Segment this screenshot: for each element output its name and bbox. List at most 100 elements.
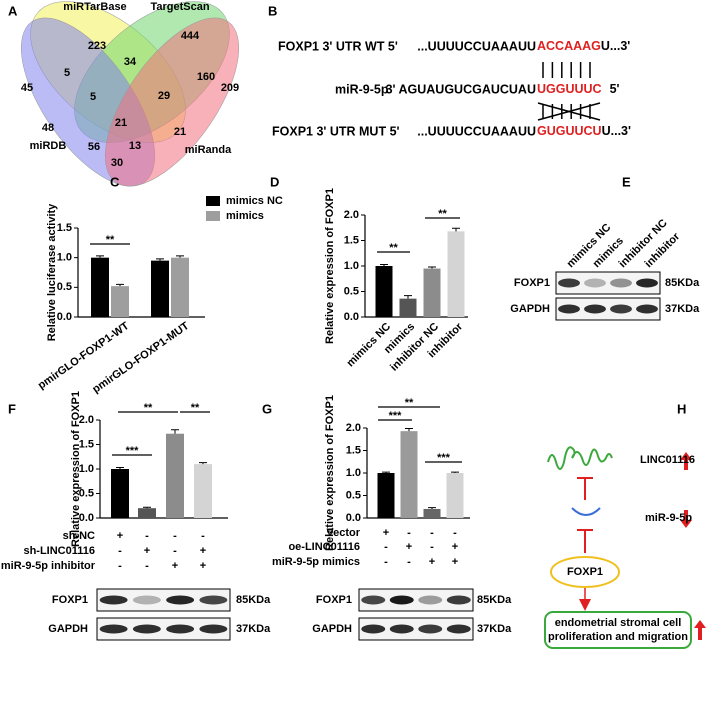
- venn-count: 5: [90, 91, 96, 103]
- significance-label: ***: [437, 452, 451, 464]
- venn-count: 45: [21, 82, 33, 94]
- y-tick-label: 0.5: [346, 489, 361, 501]
- bar: [138, 508, 156, 518]
- sequence-site: ACCAAAGU...3': [537, 39, 630, 53]
- blot-band: [446, 595, 471, 605]
- blot-frame: [96, 617, 231, 641]
- error-bar: [176, 255, 184, 258]
- significance-label: ***: [126, 445, 140, 457]
- y-tick-label: 1.5: [346, 444, 361, 456]
- blot-band: [166, 595, 195, 605]
- venn-count: 5: [64, 67, 70, 79]
- blot-band: [132, 595, 161, 605]
- condition-mark: +: [200, 545, 206, 557]
- y-tick-label: 0.5: [79, 487, 94, 499]
- condition-mark: -: [118, 560, 122, 572]
- blot-band: [361, 595, 386, 605]
- sequence-name: FOXP1 3' UTR MUT 5': [272, 124, 400, 138]
- y-tick-label: 0.0: [57, 311, 72, 323]
- venn-count: 223: [88, 40, 106, 52]
- blot-band: [584, 278, 606, 288]
- venn-count: 34: [124, 56, 137, 68]
- panel-label: C: [110, 174, 120, 189]
- down-arrow: [680, 510, 692, 528]
- blot-band: [166, 624, 195, 634]
- blot-frame: [358, 617, 474, 641]
- condition-mark: -: [453, 527, 457, 539]
- bar: [377, 473, 395, 518]
- y-tick-label: 0.5: [344, 285, 359, 297]
- venn-count: 13: [129, 140, 141, 152]
- bar: [423, 268, 441, 317]
- condition-mark: -: [384, 556, 388, 568]
- blot-band: [199, 624, 228, 634]
- error-bar: [428, 507, 436, 509]
- condition-mark: -: [430, 541, 434, 553]
- condition-mark: +: [200, 560, 206, 572]
- bar: [423, 509, 441, 518]
- y-tick-label: 1.0: [346, 467, 361, 479]
- condition-label: sh-LINC01116: [23, 545, 95, 557]
- x-tick-label: pmirGLO-FOXP1-MUT: [90, 320, 191, 396]
- blot-band: [199, 595, 228, 605]
- y-axis-label: Relative expression of FOXP1: [324, 395, 336, 551]
- error-bar: [116, 467, 124, 469]
- significance-label: **: [106, 234, 115, 246]
- blot-size-label: 85KDa: [477, 594, 512, 606]
- mirna-icon: [571, 507, 601, 516]
- condition-mark: +: [452, 556, 458, 568]
- significance-label: **: [389, 242, 398, 254]
- error-bar: [451, 471, 459, 473]
- blot-row-label: GAPDH: [312, 623, 352, 635]
- node-ellipse: [550, 556, 620, 588]
- significance-label: **: [191, 402, 200, 414]
- error-bar: [96, 255, 104, 258]
- y-tick-label: 1.5: [344, 234, 359, 246]
- blot-band: [610, 278, 632, 288]
- condition-mark: -: [173, 545, 177, 557]
- node-label: miR-9-5p: [645, 512, 692, 524]
- condition-mark: +: [144, 545, 150, 557]
- venn-label: TargetScan: [150, 1, 209, 13]
- sequence-left: ...UUUUCCUAAAUU: [417, 39, 536, 53]
- condition-mark: +: [172, 560, 178, 572]
- legend-swatch: [206, 196, 220, 206]
- error-bar: [382, 471, 390, 473]
- y-tick-label: 2.0: [346, 422, 361, 434]
- y-tick-label: 0.0: [344, 311, 359, 323]
- up-arrow: [680, 452, 692, 470]
- sequence-site: GUGUUCUU...3': [537, 124, 631, 138]
- condition-mark: +: [406, 541, 412, 553]
- panel-label: F: [8, 401, 16, 416]
- legend-label: mimics NC: [226, 195, 283, 207]
- blot-band: [132, 624, 161, 634]
- condition-label: oe-LINC01116: [288, 541, 360, 553]
- sequence-site: UGGUUUC 5': [537, 82, 620, 96]
- condition-mark: -: [430, 527, 434, 539]
- blot-band: [636, 278, 658, 288]
- venn-count: 21: [174, 126, 186, 138]
- condition-mark: -: [173, 530, 177, 542]
- sequence-name: FOXP1 3' UTR WT 5': [278, 39, 398, 53]
- panel-label: B: [268, 3, 277, 18]
- sequence-right: 5': [610, 82, 620, 96]
- blot-row-label: FOXP1: [514, 277, 550, 289]
- error-bar: [116, 283, 124, 287]
- bar: [400, 431, 418, 518]
- condition-label: sh-NC: [63, 530, 95, 542]
- y-tick-label: 1.0: [79, 463, 94, 475]
- error-bar: [199, 462, 207, 465]
- blot-size-label: 37KDa: [665, 303, 700, 315]
- panel-label: A: [8, 3, 18, 18]
- y-axis-label: Relative expression of FOXP1: [324, 188, 336, 344]
- binding-site: GUGUUCU: [537, 124, 602, 138]
- node-label: FOXP1: [567, 566, 603, 578]
- up-arrow: [694, 620, 706, 640]
- error-bar: [171, 429, 179, 434]
- blot-size-label: 37KDa: [236, 623, 271, 635]
- y-axis-label: Relative expression of FOXP1: [70, 391, 82, 547]
- blot-row-label: FOXP1: [316, 594, 352, 606]
- error-bar: [404, 295, 412, 299]
